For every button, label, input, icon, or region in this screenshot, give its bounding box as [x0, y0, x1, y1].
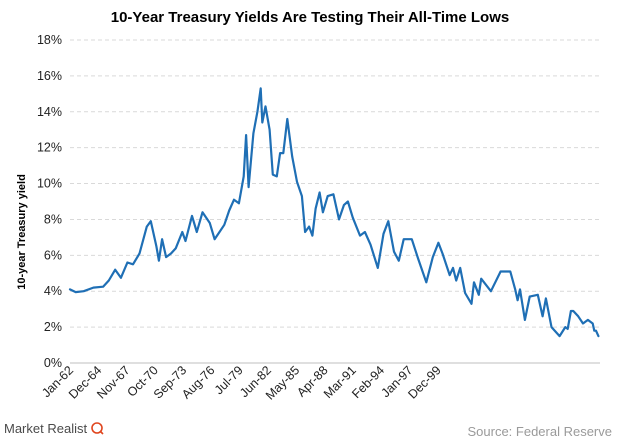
- y-tick-label: 4%: [44, 284, 62, 298]
- brand-mark-icon: [91, 422, 103, 434]
- brand-name: Market Realist: [4, 421, 87, 436]
- y-tick-label: 16%: [37, 69, 62, 83]
- grid-lines: [70, 39, 600, 328]
- y-tick-label: 6%: [44, 248, 62, 262]
- y-tick-label: 18%: [37, 33, 62, 47]
- chart-title: 10-Year Treasury Yields Are Testing Thei…: [111, 9, 509, 26]
- y-tick-label: 2%: [44, 320, 62, 334]
- y-tick-label: 10%: [37, 177, 62, 191]
- y-axis-label: 10-year Treasury yield: [16, 174, 28, 290]
- y-tick-label: 12%: [37, 141, 62, 155]
- x-tick-label: Feb-94: [349, 363, 387, 401]
- yield-series-line: [68, 87, 600, 338]
- y-axis-ticks: 0% 2% 4% 6% 8% 10% 12% 14% 16% 18%: [37, 33, 62, 370]
- y-tick-label: 0%: [44, 356, 62, 370]
- brand-mark-tail: [99, 430, 104, 435]
- y-tick-label: 14%: [37, 105, 62, 119]
- x-axis-ticks: Jan-62Dec-64Nov-67Oct-70Sep-73Aug-76Jul-…: [39, 363, 444, 402]
- brand-logo: Market Realist: [4, 421, 104, 436]
- y-tick-label: 8%: [44, 212, 62, 226]
- source-note: Source: Federal Reserve: [467, 424, 612, 439]
